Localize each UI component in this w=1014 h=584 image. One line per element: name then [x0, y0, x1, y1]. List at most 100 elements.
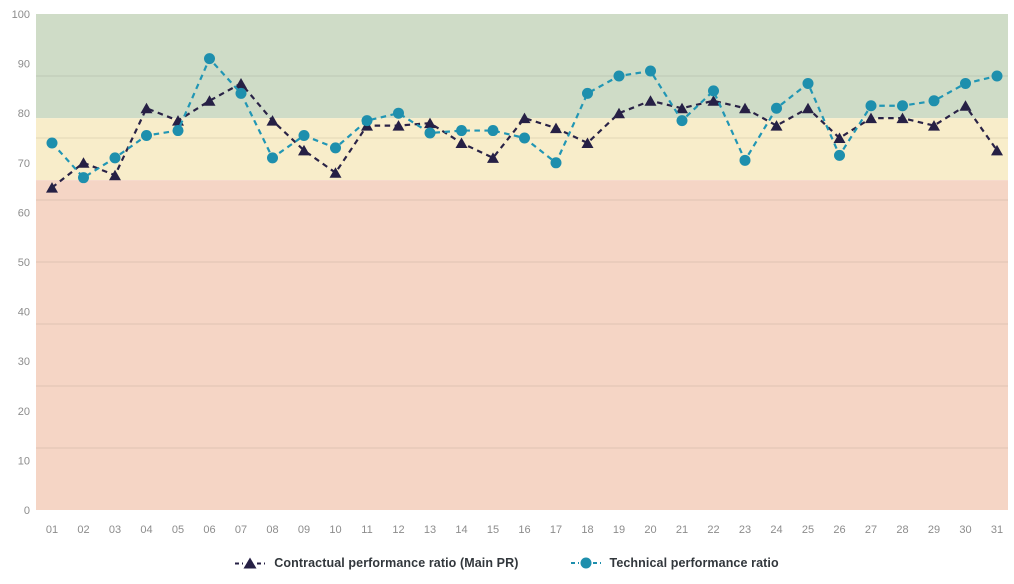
legend-item-contractual-pr[interactable]: Contractual performance ratio (Main PR) — [235, 556, 518, 570]
x-axis-label-day-20: 20 — [644, 524, 656, 536]
x-axis-label-day-17: 17 — [550, 524, 562, 536]
data-point-triangle-day-18[interactable] — [581, 137, 594, 148]
data-point-circle-day-11[interactable] — [361, 115, 373, 127]
x-axis-label-day-08: 08 — [266, 524, 278, 536]
data-point-triangle-day-17[interactable] — [550, 122, 562, 134]
data-point-triangle-day-27[interactable] — [865, 112, 877, 124]
y-axis-label: 20 — [18, 406, 30, 418]
data-point-triangle-day-16[interactable] — [518, 112, 531, 124]
data-point-circle-day-22[interactable] — [708, 85, 719, 97]
legend-item-technical-pr[interactable]: Technical performance ratio — [570, 556, 779, 570]
data-point-triangle-day-02[interactable] — [77, 157, 90, 168]
data-point-circle-day-10[interactable] — [330, 142, 341, 154]
data-point-triangle-day-19[interactable] — [613, 107, 625, 119]
data-point-circle-day-01[interactable] — [46, 137, 58, 149]
x-axis-label-day-22: 22 — [707, 524, 719, 536]
data-point-circle-day-24[interactable] — [771, 102, 782, 114]
data-point-circle-day-16[interactable] — [519, 132, 530, 144]
data-point-circle-day-08[interactable] — [267, 152, 278, 164]
x-axis-label-day-19: 19 — [613, 524, 625, 536]
data-point-triangle-day-30[interactable] — [959, 100, 972, 111]
x-axis-label-day-11: 11 — [361, 524, 372, 536]
data-point-circle-day-12[interactable] — [393, 107, 404, 119]
data-point-triangle-day-01[interactable] — [46, 182, 58, 193]
data-point-triangle-day-31[interactable] — [991, 144, 1003, 156]
data-point-triangle-day-20[interactable] — [644, 95, 657, 106]
x-axis-label-day-24: 24 — [770, 524, 782, 536]
data-point-triangle-day-06[interactable] — [203, 95, 216, 106]
x-axis-label-day-09: 09 — [298, 524, 310, 536]
y-axis-label: 100 — [12, 9, 30, 21]
y-axis-label: 50 — [18, 257, 30, 269]
triangle-series-icon — [235, 557, 266, 569]
x-axis-label-day-07: 07 — [235, 524, 247, 536]
data-point-circle-day-09[interactable] — [298, 130, 310, 142]
data-point-triangle-day-04[interactable] — [140, 102, 153, 114]
data-point-circle-day-14[interactable] — [456, 125, 467, 137]
data-point-circle-day-20[interactable] — [645, 65, 656, 77]
data-point-circle-day-29[interactable] — [928, 95, 940, 107]
x-axis-label-day-30: 30 — [959, 524, 971, 536]
x-axis-label-day-03: 03 — [109, 524, 121, 536]
data-point-circle-day-23[interactable] — [739, 154, 751, 166]
x-axis-label-day-02: 02 — [77, 524, 89, 536]
threshold-band-good — [36, 14, 1008, 119]
data-point-circle-day-28[interactable] — [897, 100, 908, 112]
data-point-triangle-day-24[interactable] — [770, 120, 783, 131]
data-point-triangle-day-08[interactable] — [266, 115, 279, 126]
y-axis-label: 80 — [18, 108, 30, 120]
data-point-triangle-day-09[interactable] — [298, 144, 310, 156]
x-axis-label-day-15: 15 — [487, 524, 499, 536]
data-point-circle-day-03[interactable] — [109, 152, 121, 164]
x-axis-label-day-31: 31 — [991, 524, 1003, 536]
data-point-triangle-day-07[interactable] — [235, 77, 247, 89]
x-axis-label-day-12: 12 — [392, 524, 404, 536]
data-point-triangle-day-26[interactable] — [833, 132, 846, 144]
data-point-circle-day-19[interactable] — [613, 70, 625, 82]
data-point-triangle-day-25[interactable] — [802, 102, 814, 114]
x-axis-label-day-13: 13 — [424, 524, 436, 536]
data-point-circle-day-26[interactable] — [834, 149, 845, 161]
data-point-circle-day-06[interactable] — [204, 53, 215, 65]
data-point-circle-day-25[interactable] — [802, 77, 814, 89]
x-axis-label-day-25: 25 — [802, 524, 814, 536]
legend-label-technical-pr: Technical performance ratio — [609, 556, 779, 570]
legend-label-contractual-pr: Contractual performance ratio (Main PR) — [274, 556, 519, 570]
data-point-circle-day-27[interactable] — [865, 100, 877, 112]
y-axis-label: 30 — [18, 356, 30, 368]
data-point-circle-day-04[interactable] — [141, 130, 152, 142]
data-point-circle-day-31[interactable] — [991, 70, 1003, 82]
data-point-triangle-day-10[interactable] — [329, 167, 342, 178]
data-point-triangle-day-14[interactable] — [455, 137, 468, 148]
data-point-circle-day-02[interactable] — [78, 172, 89, 184]
data-point-circle-day-17[interactable] — [550, 157, 562, 169]
circle-series-icon — [570, 557, 601, 569]
x-axis-label-day-27: 27 — [865, 524, 877, 536]
data-point-triangle-day-15[interactable] — [487, 152, 499, 163]
data-point-triangle-day-28[interactable] — [896, 112, 909, 124]
threshold-band-warning — [36, 118, 1008, 181]
y-axis-label: 90 — [18, 59, 30, 71]
data-point-circle-day-07[interactable] — [235, 87, 247, 99]
data-point-circle-day-15[interactable] — [487, 125, 499, 137]
data-point-circle-day-13[interactable] — [424, 127, 436, 139]
x-axis-label-day-21: 21 — [676, 524, 688, 536]
data-point-triangle-day-23[interactable] — [739, 102, 751, 114]
y-axis-label: 70 — [18, 158, 30, 170]
data-point-triangle-day-13[interactable] — [424, 117, 436, 129]
data-point-triangle-day-03[interactable] — [109, 169, 121, 181]
data-point-circle-day-18[interactable] — [582, 87, 593, 99]
x-axis-label-day-23: 23 — [739, 524, 751, 536]
data-point-triangle-day-22[interactable] — [707, 95, 720, 106]
x-axis-label-day-01: 01 — [46, 524, 58, 536]
data-point-circle-day-30[interactable] — [960, 77, 971, 89]
data-point-circle-day-05[interactable] — [172, 125, 184, 137]
data-point-circle-day-21[interactable] — [676, 115, 688, 127]
data-point-triangle-day-21[interactable] — [676, 102, 688, 114]
x-axis-label-day-18: 18 — [581, 524, 593, 536]
y-axis-label: 0 — [24, 505, 30, 517]
data-point-triangle-day-29[interactable] — [928, 120, 940, 131]
data-point-triangle-day-12[interactable] — [392, 120, 405, 131]
